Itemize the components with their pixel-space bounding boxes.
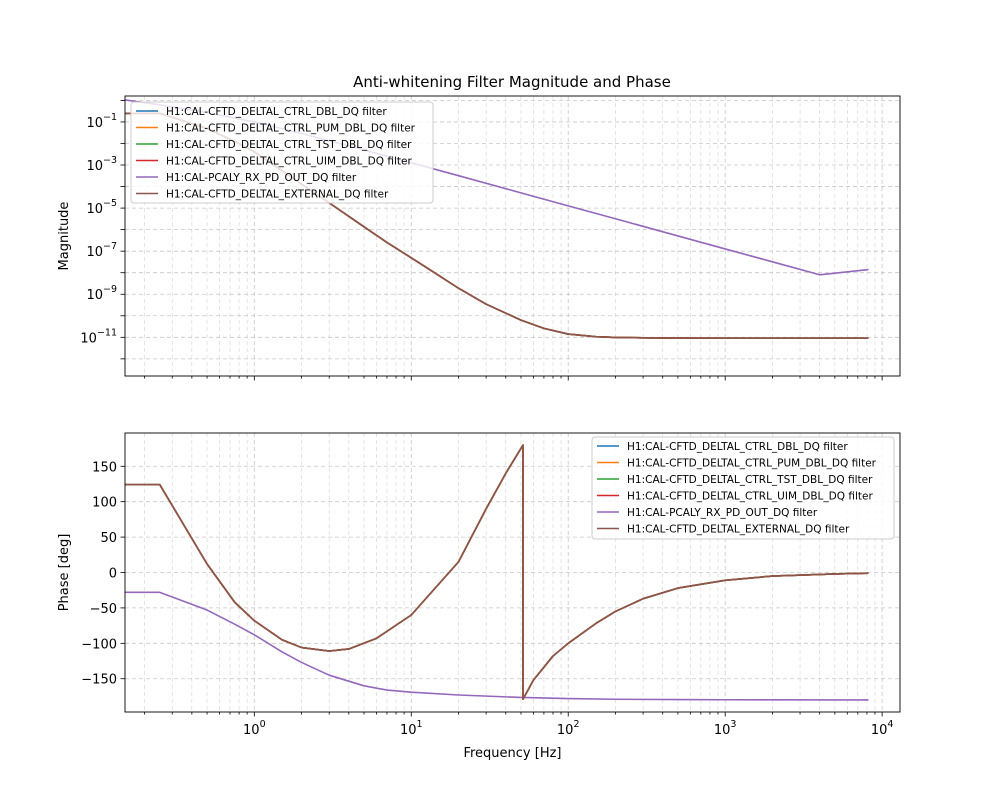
phase-x-tick-label-exponent: 2 bbox=[573, 719, 579, 730]
phase-y-tick-label: −150 bbox=[81, 673, 117, 688]
phase-legend-label-5: H1:CAL-PCALY_RX_PD_OUT_DQ filter bbox=[627, 507, 818, 519]
phase-y-tick-label: 50 bbox=[100, 531, 117, 546]
phase-axes-frame bbox=[124, 432, 901, 713]
magnitude-legend-label-2: H1:CAL-CFTD_DELTAL_CTRL_PUM_DBL_DQ filte… bbox=[166, 123, 416, 135]
phase-x-tick-label: 104 bbox=[871, 719, 894, 738]
phase-x-tick-label-base: 10 bbox=[400, 723, 417, 738]
phase-legend-label-2: H1:CAL-CFTD_DELTAL_CTRL_PUM_DBL_DQ filte… bbox=[627, 458, 877, 470]
phase-x-tick-label-exponent: 0 bbox=[260, 719, 266, 730]
phase-x-tick-label-exponent: 1 bbox=[417, 719, 423, 730]
phase-x-tick-label-base: 10 bbox=[557, 723, 574, 738]
magnitude-legend-box bbox=[130, 101, 434, 204]
magnitude-y-tick-label: 10−3 bbox=[86, 155, 117, 174]
phase-x-tick-label-base: 10 bbox=[871, 723, 888, 738]
magnitude-axes-frame bbox=[124, 95, 901, 377]
magnitude-legend: H1:CAL-CFTD_DELTAL_CTRL_DBL_DQ filter H1:… bbox=[130, 101, 434, 204]
phase-ticks bbox=[120, 465, 883, 717]
magnitude-y-tick-label: 10−7 bbox=[86, 241, 117, 260]
magnitude-y-tick-label-base: 10 bbox=[86, 202, 103, 217]
magnitude-legend-label-1: H1:CAL-CFTD_DELTAL_CTRL_DBL_DQ filter bbox=[166, 106, 387, 118]
magnitude-y-tick-label-exponent: −7 bbox=[103, 241, 117, 252]
phase-x-tick-label-base: 10 bbox=[714, 723, 731, 738]
phase-legend-box bbox=[591, 436, 895, 540]
phase-y-tick-label: −50 bbox=[90, 602, 117, 617]
magnitude-legend-label-5: H1:CAL-PCALY_RX_PD_OUT_DQ filter bbox=[166, 172, 357, 184]
phase-legend-label-4: H1:CAL-CFTD_DELTAL_CTRL_UIM_DBL_DQ filte… bbox=[627, 491, 873, 503]
phase-x-tick-label: 102 bbox=[557, 719, 580, 738]
phase-x-tick-label-exponent: 4 bbox=[887, 719, 893, 730]
phase-x-tick-label-exponent: 3 bbox=[730, 719, 736, 730]
magnitude-y-tick-label-base: 10 bbox=[80, 331, 97, 346]
phase-x-tick-label: 100 bbox=[243, 719, 266, 738]
magnitude-grid bbox=[125, 96, 900, 376]
phase-y-axis-label: Phase [deg] bbox=[57, 534, 72, 612]
magnitude-y-tick-label-exponent: −3 bbox=[103, 155, 117, 166]
phase-y-tick-label: 0 bbox=[109, 567, 117, 582]
phase-x-tick-label-base: 10 bbox=[243, 723, 260, 738]
phase-legend: H1:CAL-CFTD_DELTAL_CTRL_DBL_DQ filter H1:… bbox=[591, 436, 895, 540]
magnitude-y-tick-label-exponent: −11 bbox=[97, 327, 117, 338]
phase-series-line-5 bbox=[125, 591, 869, 701]
magnitude-y-tick-label-exponent: −5 bbox=[103, 198, 117, 209]
magnitude-y-tick-label-base: 10 bbox=[86, 159, 103, 174]
magnitude-y-tick-label: 10−5 bbox=[86, 198, 117, 217]
magnitude-legend-label-3: H1:CAL-CFTD_DELTAL_CTRL_TST_DBL_DQ filte… bbox=[166, 139, 412, 151]
phase-legend-label-3: H1:CAL-CFTD_DELTAL_CTRL_TST_DBL_DQ filte… bbox=[627, 474, 873, 486]
phase-grid bbox=[125, 433, 900, 712]
magnitude-y-tick-label-base: 10 bbox=[86, 245, 103, 260]
phase-y-tick-label: 150 bbox=[92, 460, 117, 475]
phase-x-tick-label: 103 bbox=[714, 719, 737, 738]
magnitude-legend-label-4: H1:CAL-CFTD_DELTAL_CTRL_UIM_DBL_DQ filte… bbox=[166, 156, 412, 168]
magnitude-y-tick-label-base: 10 bbox=[86, 288, 103, 303]
phase-legend-label-1: H1:CAL-CFTD_DELTAL_CTRL_DBL_DQ filter bbox=[627, 441, 848, 453]
magnitude-y-tick-label-exponent: −9 bbox=[103, 284, 117, 295]
phase-y-tick-label: −100 bbox=[81, 637, 117, 652]
magnitude-y-tick-label-base: 10 bbox=[86, 116, 103, 131]
phase-x-tick-label: 101 bbox=[400, 719, 423, 738]
phase-legend-label-6: H1:CAL-CFTD_DELTAL_EXTERNAL_DQ filter bbox=[627, 524, 850, 536]
phase-series-line-6 bbox=[125, 444, 869, 701]
magnitude-y-tick-label: 10−11 bbox=[80, 327, 117, 346]
magnitude-y-tick-label: 10−9 bbox=[86, 284, 117, 303]
phase-y-tick-label: 100 bbox=[92, 496, 117, 511]
magnitude-y-axis-label: Magnitude bbox=[57, 202, 72, 271]
magnitude-legend-label-6: H1:CAL-CFTD_DELTAL_EXTERNAL_DQ filter bbox=[166, 189, 389, 201]
magnitude-y-tick-label: 10−1 bbox=[86, 112, 117, 131]
phase-series-group bbox=[125, 444, 869, 701]
figure-title: Anti-whitening Filter Magnitude and Phas… bbox=[353, 73, 671, 91]
magnitude-y-tick-label-exponent: −1 bbox=[103, 112, 117, 123]
magnitude-panel: 10−1110−910−710−510−310−1MagnitudeH1:CAL… bbox=[57, 95, 901, 381]
phase-x-axis-label: Frequency [Hz] bbox=[463, 746, 561, 761]
